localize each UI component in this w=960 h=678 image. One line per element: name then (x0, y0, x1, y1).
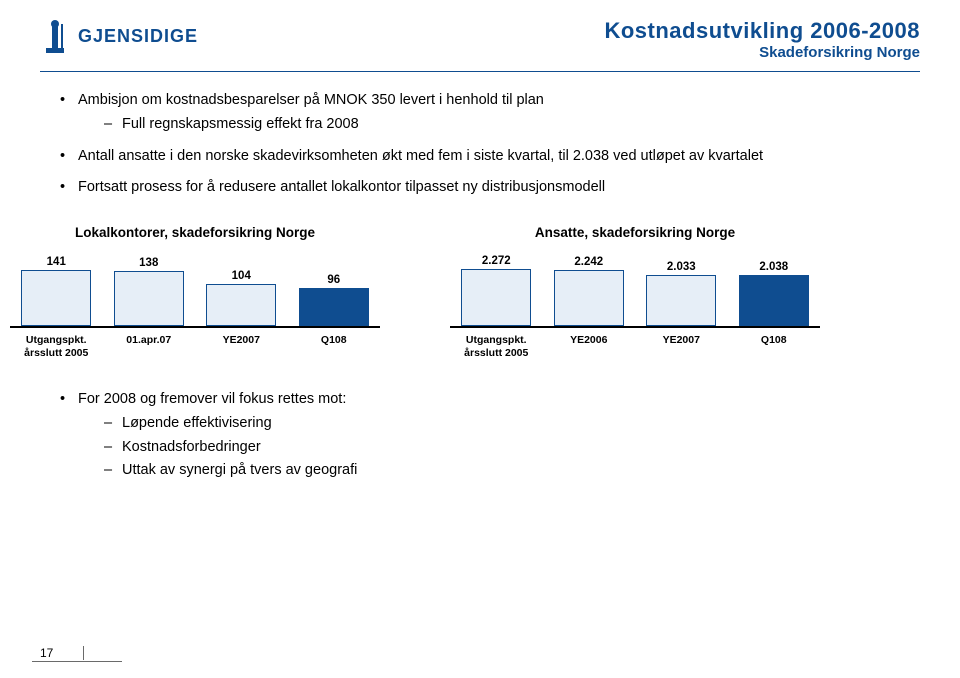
bar-rect (114, 271, 184, 326)
sub-bullet-item: Full regnskapsmessig effekt fra 2008 (104, 114, 900, 136)
bar-value-label: 141 (47, 256, 66, 268)
sub-bullet-item: Kostnadsforbedringer (104, 437, 900, 459)
bullet-item: Fortsatt prosess for å redusere antallet… (60, 177, 900, 199)
page-number-block: 17 (40, 646, 84, 660)
bar-value-label: 96 (327, 274, 340, 286)
bullet-item: For 2008 og fremover vil fokus rettes mo… (60, 389, 900, 482)
bar: 96 (294, 274, 374, 326)
charts-row: Lokalkontorer, skadeforsikring Norge 141… (0, 225, 960, 359)
bar: 2.033 (641, 261, 721, 326)
page-title-block: Kostnadsutvikling 2006-2008 Skadeforsikr… (604, 18, 920, 61)
bar-rect (646, 275, 716, 326)
footer-tick-icon (83, 646, 84, 660)
bar-value-label: 2.033 (667, 261, 696, 273)
bar-value-label: 2.242 (574, 256, 603, 268)
header: GJENSIDIGE Kostnadsutvikling 2006-2008 S… (0, 0, 960, 61)
bar: 138 (109, 257, 189, 326)
chart-title: Ansatte, skadeforsikring Norge (450, 225, 820, 240)
page-subtitle: Skadeforsikring Norge (604, 44, 920, 61)
bullet-text: Ambisjon om kostnadsbesparelser på MNOK … (78, 92, 544, 108)
sub-bullet-item: Uttak av synergi på tvers av geografi (104, 460, 900, 482)
footer-rule (32, 661, 122, 662)
axis-label: Utgangspkt.årsslutt 2005 (16, 334, 96, 359)
axis-label: YE2007 (641, 334, 721, 359)
bar: 104 (201, 270, 281, 326)
page-title: Kostnadsutvikling 2006-2008 (604, 18, 920, 44)
bullet-text: Antall ansatte i den norske skadevirksom… (78, 148, 763, 164)
axis-label: YE2007 (201, 334, 281, 359)
axis-label: 01.apr.07 (109, 334, 189, 359)
bullet-item: Antall ansatte i den norske skadevirksom… (60, 146, 900, 168)
axis-label: Utgangspkt.årsslutt 2005 (456, 334, 536, 359)
bar-rect (206, 284, 276, 326)
bar-value-label: 2.272 (482, 255, 511, 267)
axis-label: Q108 (734, 334, 814, 359)
bullet-text: For 2008 og fremover vil fokus rettes mo… (78, 391, 346, 407)
bar-value-label: 2.038 (759, 261, 788, 273)
page-number: 17 (40, 646, 53, 660)
bar: 2.038 (734, 261, 814, 326)
watchman-icon (40, 18, 70, 54)
bullet-text: Fortsatt prosess for å redusere antallet… (78, 179, 605, 195)
bar-rect (21, 270, 91, 326)
logo: GJENSIDIGE (40, 18, 198, 54)
bar: 2.242 (549, 256, 629, 326)
logo-text: GJENSIDIGE (78, 26, 198, 47)
bar-value-label: 104 (232, 270, 251, 282)
bar-rect (299, 288, 369, 326)
sub-bullet-item: Løpende effektivisering (104, 413, 900, 435)
bar-rect (461, 269, 531, 326)
bar-rect (554, 270, 624, 326)
chart-local-offices: Lokalkontorer, skadeforsikring Norge 141… (10, 225, 380, 359)
bar-rect (739, 275, 809, 326)
bar-value-label: 138 (139, 257, 158, 269)
bullet-item: Ambisjon om kostnadsbesparelser på MNOK … (60, 90, 900, 136)
chart-employees: Ansatte, skadeforsikring Norge 2.272 2.24… (450, 225, 820, 359)
top-bullets: Ambisjon om kostnadsbesparelser på MNOK … (0, 72, 960, 199)
bottom-bullets: For 2008 og fremover vil fokus rettes mo… (0, 359, 960, 482)
bar: 141 (16, 256, 96, 326)
bar: 2.272 (456, 255, 536, 326)
axis-label: YE2006 (549, 334, 629, 359)
chart-title: Lokalkontorer, skadeforsikring Norge (10, 225, 380, 240)
axis-label: Q108 (294, 334, 374, 359)
